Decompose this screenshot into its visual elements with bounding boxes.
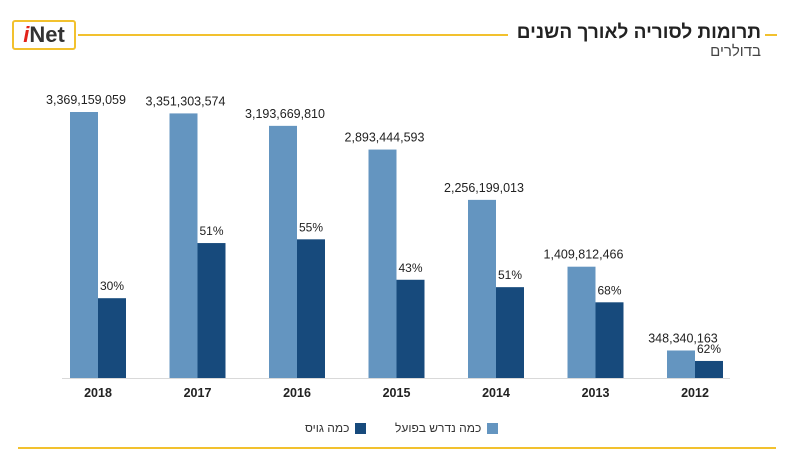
data-label-required: 2,893,444,593 [345, 131, 425, 145]
data-label-given: 62% [697, 342, 721, 356]
logo-i: i [23, 22, 30, 47]
inet-logo: i Net [12, 20, 76, 50]
bar-given [595, 302, 624, 378]
bar-required [169, 113, 198, 378]
bottom-divider [18, 447, 776, 449]
bar-given [98, 298, 126, 378]
bar-required [567, 266, 596, 378]
x-tick-label: 2013 [582, 386, 610, 400]
data-label-given: 68% [597, 283, 621, 297]
x-tick-label: 2016 [283, 386, 311, 400]
data-label-required: 3,369,159,059 [46, 93, 126, 107]
x-tick-label: 2017 [184, 386, 212, 400]
bar-given [396, 279, 425, 378]
logo-net: Net [29, 22, 65, 47]
bar-required [368, 149, 397, 378]
bar-required [468, 199, 496, 378]
bar-required [70, 112, 98, 378]
x-tick-label: 2015 [383, 386, 411, 400]
bar-given [197, 243, 226, 378]
data-label-given: 55% [299, 220, 323, 234]
title-dash [765, 34, 777, 36]
data-label-given: 51% [498, 268, 522, 282]
legend-required: כמה נדרש בפועל [395, 420, 499, 436]
bar-required [667, 350, 695, 378]
bar-given [695, 360, 723, 378]
legend-given: כמה גויס [305, 420, 367, 436]
bar-required [269, 125, 297, 378]
data-label-required: 1,409,812,466 [544, 248, 624, 262]
data-label-required: 3,351,303,574 [146, 94, 226, 108]
header-divider [78, 34, 508, 36]
data-label-required: 3,193,669,810 [245, 107, 325, 121]
x-tick-label: 2012 [681, 386, 709, 400]
legend-required-label: כמה נדרש בפועל [395, 421, 482, 435]
legend-required-swatch [487, 422, 499, 434]
bar-given [496, 287, 524, 378]
chart-title: תרומות לסוריה לאורך השנים [516, 22, 761, 43]
data-label-given: 43% [398, 261, 422, 275]
data-label-given: 51% [199, 224, 223, 238]
data-label-required: 2,256,199,013 [444, 181, 524, 195]
chart-subtitle: בדולרים [710, 43, 761, 60]
x-tick-label: 2014 [482, 386, 510, 400]
x-tick-label: 2018 [84, 386, 112, 400]
data-label-required: 348,340,163 [648, 331, 718, 345]
legend-given-label: כמה גויס [305, 421, 350, 435]
data-label-given: 30% [100, 279, 124, 293]
legend-given-swatch [355, 422, 367, 434]
bar-given [297, 239, 325, 378]
